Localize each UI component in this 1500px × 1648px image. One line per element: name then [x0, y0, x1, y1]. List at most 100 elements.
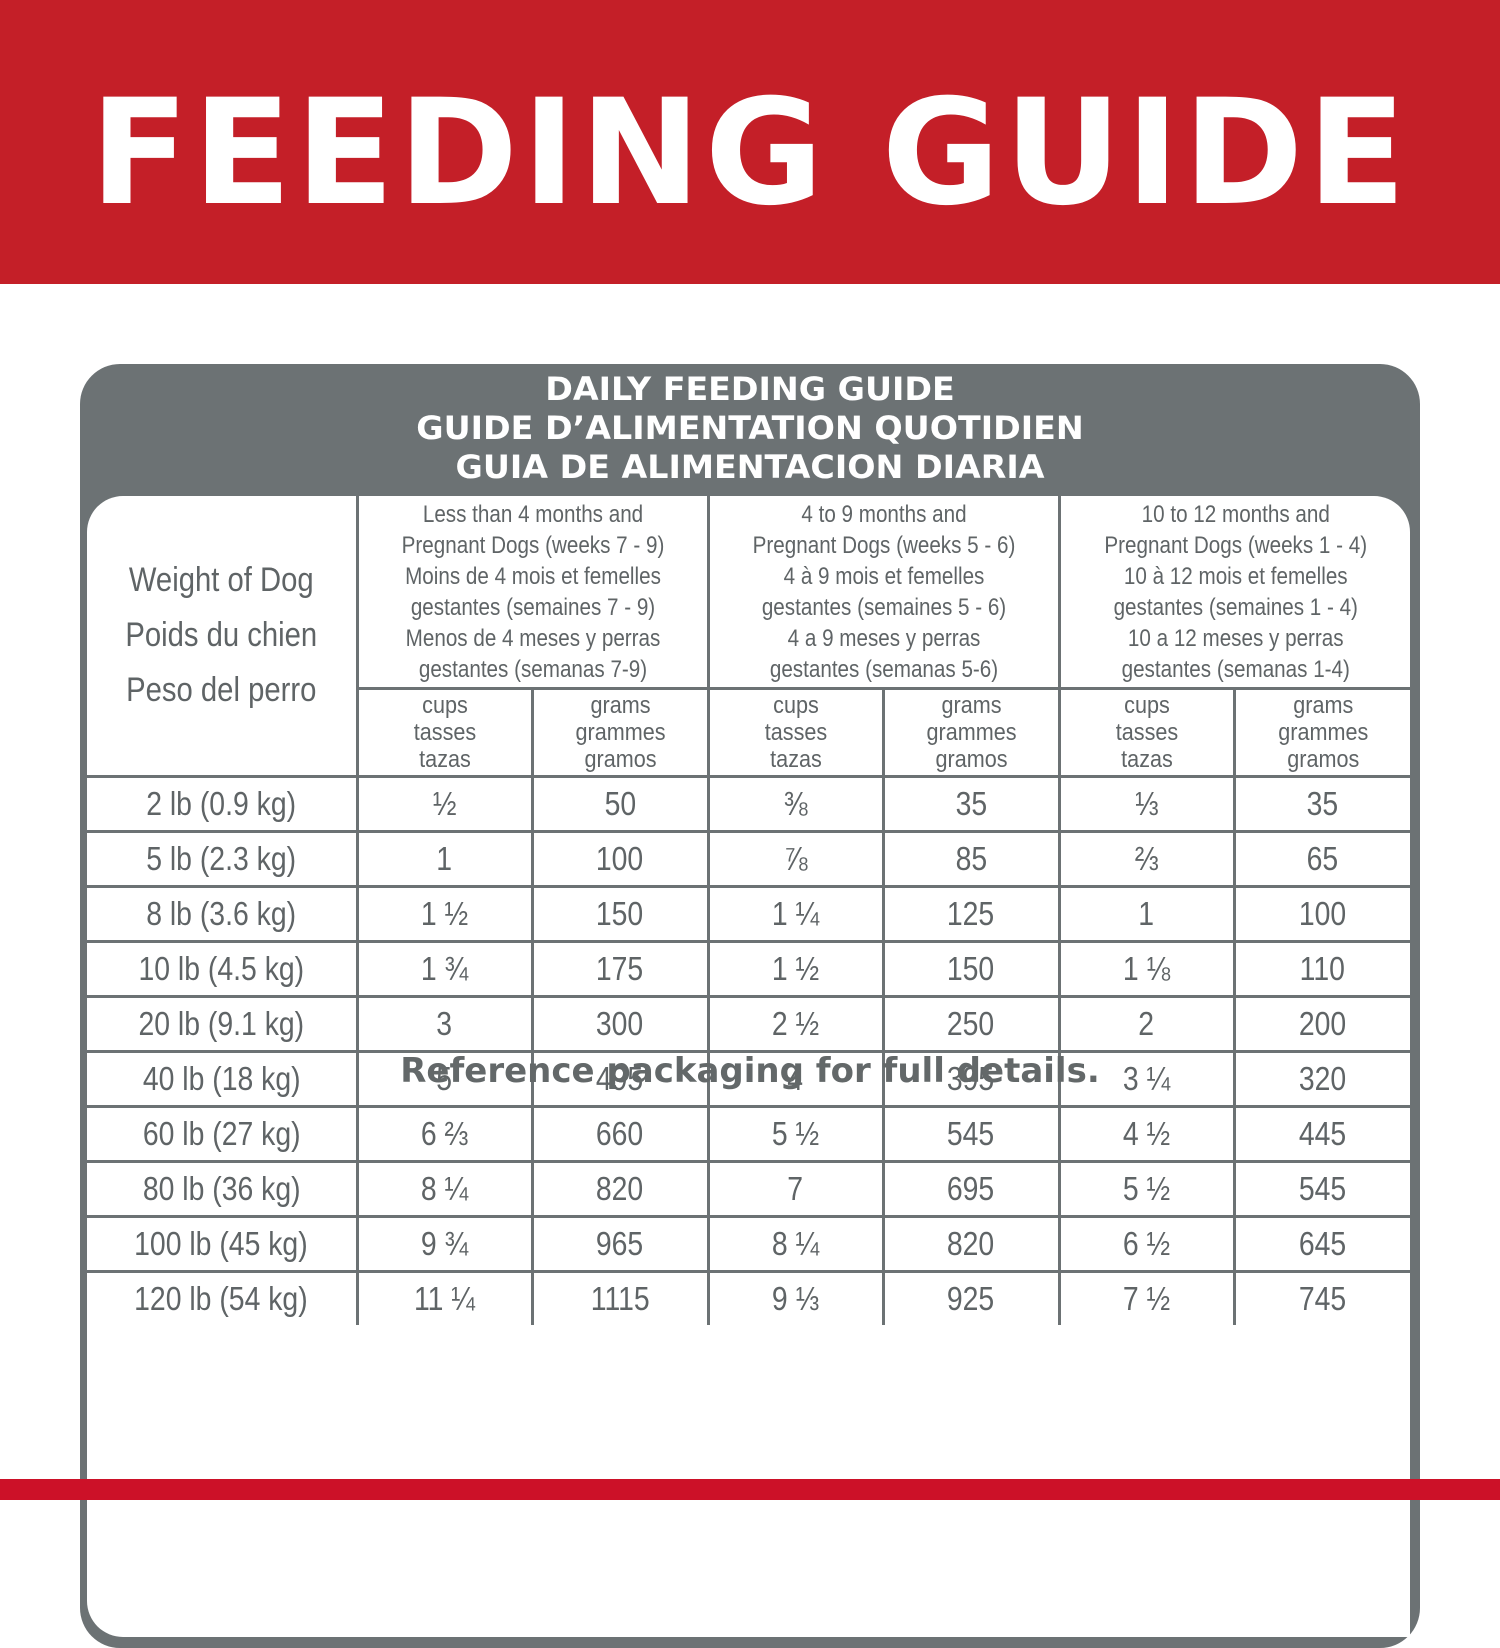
grams-value: 125	[947, 895, 995, 932]
grams-cell: 395	[881, 1050, 1061, 1108]
feeding-table-container: Weight of Dog Poids du chien Peso del pe…	[87, 496, 1410, 1637]
cups-header-0: cups tasses tazas	[357, 687, 534, 778]
cups-value: 5 ½	[1122, 1170, 1171, 1207]
table-row: 10 lb (4.5 kg) 1 ¾ 175 1 ½ 150 1 ⅛ 110	[87, 940, 1410, 998]
cups-cell: ⅔	[1057, 830, 1236, 888]
grams-cell: 695	[881, 1160, 1061, 1218]
grams-cell: 545	[1232, 1160, 1410, 1218]
table-row: 80 lb (36 kg) 8 ¼ 820 7 695 5 ½ 545	[87, 1160, 1410, 1218]
grams-cell: 965	[530, 1215, 710, 1273]
weight-value: 40 lb (18 kg)	[142, 1060, 301, 1097]
footer-band	[0, 1479, 1500, 1500]
unit-line: gramos	[583, 746, 657, 773]
group-line: Less than 4 months and	[422, 500, 643, 528]
unit-line: grams	[941, 692, 1002, 719]
cups-cell: 6 ½	[1057, 1215, 1236, 1273]
weight-cell: 10 lb (4.5 kg)	[87, 940, 359, 998]
grams-value: 100	[1299, 895, 1347, 932]
cups-cell: 1	[355, 830, 534, 888]
cups-cell: 3	[355, 995, 534, 1053]
weight-value: 10 lb (4.5 kg)	[138, 950, 305, 987]
grams-value: 395	[947, 1060, 995, 1097]
grams-header-1: grams grammes gramos	[881, 687, 1061, 778]
grams-value: 545	[947, 1115, 995, 1152]
cups-cell: 9 ¾	[355, 1215, 534, 1273]
unit-line: cups	[1123, 692, 1170, 719]
card-title-es: GUIA DE ALIMENTACION DIARIA	[455, 448, 1045, 486]
weight-value: 20 lb (9.1 kg)	[138, 1005, 305, 1042]
weight-value: 2 lb (0.9 kg)	[146, 785, 297, 822]
grams-value: 300	[596, 1005, 644, 1042]
grams-cell: 35	[1232, 775, 1410, 833]
grams-value: 150	[596, 895, 644, 932]
grams-cell: 200	[1232, 995, 1410, 1053]
unit-line: cups	[772, 692, 819, 719]
cups-cell: 1 ½	[355, 885, 534, 943]
cups-value: 1 ¾	[420, 950, 469, 987]
group-line: Pregnant Dogs (weeks 7 - 9)	[401, 531, 664, 559]
cups-cell: 7 ½	[1057, 1270, 1236, 1325]
cups-value: 5 ½	[771, 1115, 820, 1152]
cups-cell: 11 ¼	[355, 1270, 534, 1325]
cups-cell: 5	[355, 1050, 534, 1108]
cups-value: 2 ½	[771, 1005, 820, 1042]
unit-line: tasses	[1115, 719, 1178, 746]
table-row: 2 lb (0.9 kg) ½ 50 ⅜ 35 ⅓ 35	[87, 775, 1410, 833]
cups-cell: 1 ¾	[355, 940, 534, 998]
grams-value: 645	[1299, 1225, 1347, 1262]
unit-line: tasses	[413, 719, 476, 746]
cups-value: 1 ¼	[771, 895, 820, 932]
weight-cell: 100 lb (45 kg)	[87, 1215, 359, 1273]
group-line: 4 to 9 months and	[800, 500, 967, 528]
weight-value: 5 lb (2.3 kg)	[146, 840, 297, 877]
cups-value: ⅞	[783, 840, 808, 877]
grams-cell: 820	[881, 1215, 1061, 1273]
weight-cell: 80 lb (36 kg)	[87, 1160, 359, 1218]
weight-cell: 60 lb (27 kg)	[87, 1105, 359, 1163]
cups-value: 1	[1138, 895, 1155, 932]
grams-cell: 100	[530, 830, 710, 888]
group-line: gestantes (semaines 7 - 9)	[410, 593, 655, 621]
grams-value: 65	[1306, 840, 1339, 877]
cups-value: 7 ½	[1122, 1280, 1171, 1317]
cups-value: ⅔	[1134, 840, 1159, 877]
group-line: Menos de 4 meses y perras	[405, 624, 660, 652]
grams-cell: 125	[881, 885, 1061, 943]
cups-header-1: cups tasses tazas	[706, 687, 885, 778]
grams-cell: 445	[1232, 1105, 1410, 1163]
grams-cell: 300	[530, 995, 710, 1053]
unit-line: grams	[1292, 692, 1353, 719]
weight-cell: 2 lb (0.9 kg)	[87, 775, 359, 833]
cups-value: 4 ½	[1122, 1115, 1171, 1152]
grams-cell: 150	[881, 940, 1061, 998]
weight-value: 120 lb (54 kg)	[134, 1280, 309, 1317]
unit-line: gramos	[935, 746, 1008, 773]
grams-cell: 250	[881, 995, 1061, 1053]
grams-cell: 50	[530, 775, 710, 833]
grams-value: 100	[596, 840, 644, 877]
weight-header-fr: Poids du chien	[125, 616, 318, 654]
weight-cell: 20 lb (9.1 kg)	[87, 995, 359, 1053]
group-line: 10 to 12 months and	[1141, 500, 1330, 528]
group-line: gestantes (semanas 1-4)	[1121, 655, 1350, 683]
cups-value: 1 ⅛	[1122, 950, 1171, 987]
weight-cell: 40 lb (18 kg)	[87, 1050, 359, 1108]
grams-value: 820	[947, 1225, 995, 1262]
footer-note: Reference packaging for full details.	[400, 1051, 1100, 1091]
grams-value: 1115	[590, 1280, 650, 1317]
unit-line: grammes	[1277, 719, 1368, 746]
cups-cell: ⅓	[1057, 775, 1236, 833]
grams-cell: 660	[530, 1105, 710, 1163]
group-line: Moins de 4 mois et femelles	[404, 562, 661, 590]
group-line: gestantes (semaines 5 - 6)	[761, 593, 1006, 621]
cups-value: 8 ¼	[420, 1170, 469, 1207]
group-line: Pregnant Dogs (weeks 5 - 6)	[752, 531, 1015, 559]
grams-value: 320	[1299, 1060, 1347, 1097]
weight-header-es: Peso del perro	[126, 671, 317, 709]
table-row: 100 lb (45 kg) 9 ¾ 965 8 ¼ 820 6 ½ 645	[87, 1215, 1410, 1273]
cups-value: 1 ½	[420, 895, 469, 932]
group-line: Pregnant Dogs (weeks 1 - 4)	[1103, 531, 1367, 559]
group-line: gestantes (semaines 1 - 4)	[1113, 593, 1358, 621]
grams-value: 745	[1299, 1280, 1347, 1317]
weight-value: 8 lb (3.6 kg)	[146, 895, 297, 932]
